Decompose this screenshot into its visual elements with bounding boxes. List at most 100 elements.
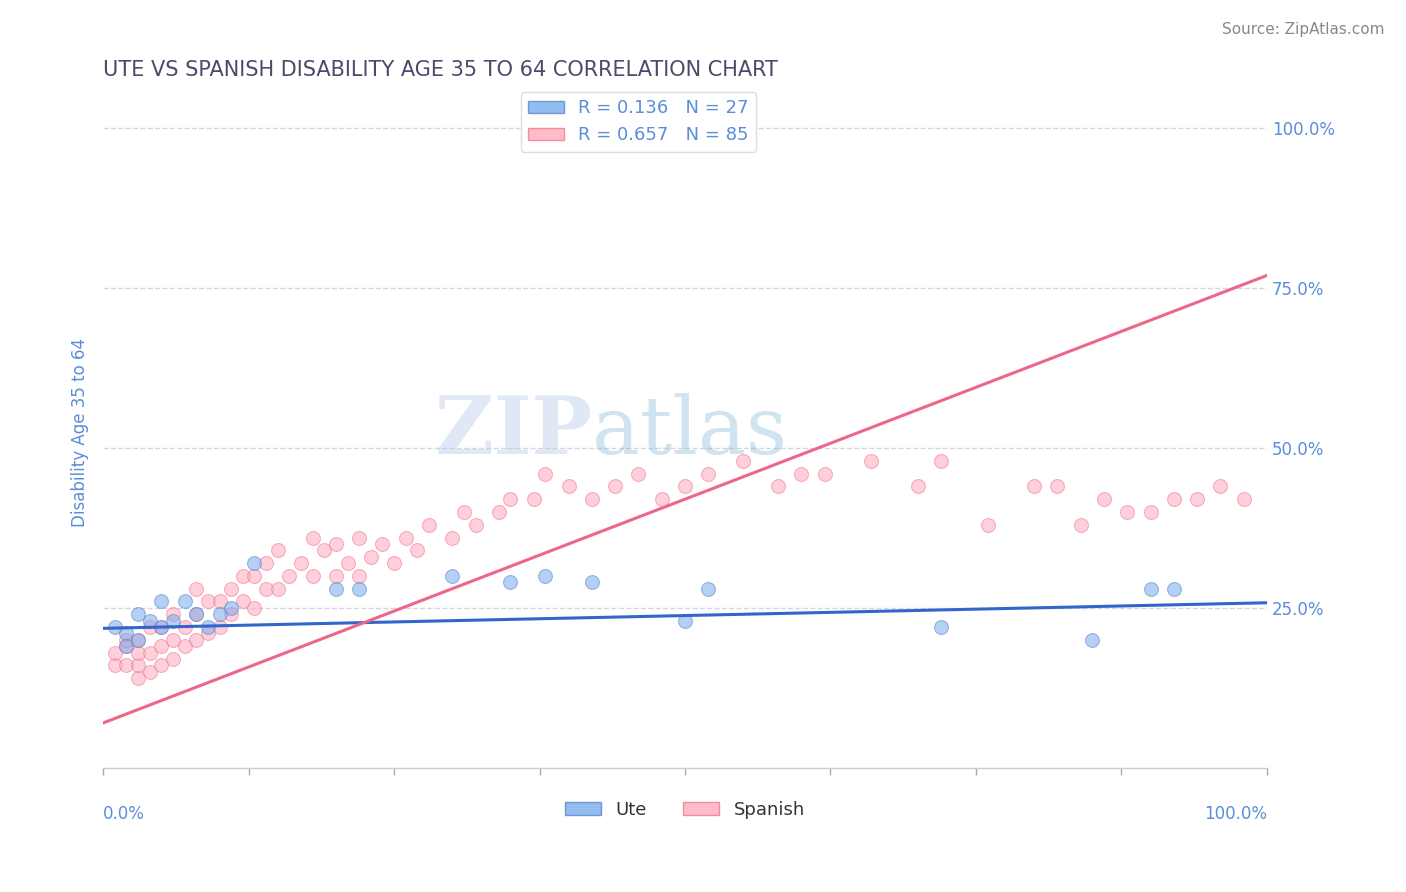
- Point: [232, 594, 254, 608]
- Text: ZIP: ZIP: [434, 393, 592, 471]
- Point: [219, 607, 242, 622]
- Point: [395, 531, 418, 545]
- Point: [488, 505, 510, 519]
- Point: [150, 620, 173, 634]
- Point: [208, 607, 231, 622]
- Point: [127, 632, 149, 647]
- Point: [733, 454, 755, 468]
- Point: [418, 517, 440, 532]
- Point: [290, 556, 312, 570]
- Point: [138, 620, 160, 634]
- Point: [371, 537, 394, 551]
- Point: [254, 556, 277, 570]
- Point: [1233, 492, 1256, 507]
- Point: [627, 467, 650, 481]
- Point: [127, 607, 149, 622]
- Point: [104, 646, 127, 660]
- Point: [534, 467, 557, 481]
- Point: [907, 479, 929, 493]
- Point: [929, 620, 952, 634]
- Point: [138, 665, 160, 679]
- Point: [197, 620, 219, 634]
- Point: [697, 467, 720, 481]
- Point: [766, 479, 789, 493]
- Point: [186, 607, 208, 622]
- Point: [929, 454, 952, 468]
- Point: [301, 531, 323, 545]
- Point: [464, 517, 486, 532]
- Point: [186, 632, 208, 647]
- Point: [115, 658, 138, 673]
- Point: [1163, 492, 1185, 507]
- Point: [173, 594, 195, 608]
- Text: 100.0%: 100.0%: [1204, 805, 1267, 822]
- Point: [173, 620, 195, 634]
- Point: [162, 607, 184, 622]
- Point: [1081, 632, 1104, 647]
- Point: [406, 543, 429, 558]
- Point: [1185, 492, 1208, 507]
- Point: [127, 658, 149, 673]
- Point: [1163, 582, 1185, 596]
- Point: [197, 626, 219, 640]
- Point: [243, 600, 266, 615]
- Point: [347, 582, 370, 596]
- Point: [104, 658, 127, 673]
- Point: [150, 620, 173, 634]
- Point: [150, 639, 173, 653]
- Point: [127, 632, 149, 647]
- Text: atlas: atlas: [592, 393, 787, 471]
- Point: [115, 639, 138, 653]
- Point: [127, 646, 149, 660]
- Point: [115, 639, 138, 653]
- Text: 0.0%: 0.0%: [103, 805, 145, 822]
- Point: [581, 575, 603, 590]
- Point: [1024, 479, 1046, 493]
- Point: [127, 671, 149, 685]
- Point: [1209, 479, 1232, 493]
- Point: [523, 492, 546, 507]
- Point: [243, 556, 266, 570]
- Point: [138, 614, 160, 628]
- Point: [219, 600, 242, 615]
- Point: [697, 582, 720, 596]
- Point: [651, 492, 673, 507]
- Point: [173, 639, 195, 653]
- Point: [254, 582, 277, 596]
- Point: [1070, 517, 1092, 532]
- Point: [673, 614, 696, 628]
- Point: [336, 556, 359, 570]
- Point: [314, 543, 336, 558]
- Point: [441, 569, 464, 583]
- Point: [976, 517, 998, 532]
- Point: [243, 569, 266, 583]
- Point: [1116, 505, 1139, 519]
- Point: [790, 467, 813, 481]
- Point: [150, 594, 173, 608]
- Point: [1092, 492, 1115, 507]
- Point: [581, 492, 603, 507]
- Legend: R = 0.136   N = 27, R = 0.657   N = 85: R = 0.136 N = 27, R = 0.657 N = 85: [520, 92, 756, 152]
- Point: [360, 549, 382, 564]
- Point: [208, 594, 231, 608]
- Point: [453, 505, 475, 519]
- Point: [162, 632, 184, 647]
- Point: [347, 531, 370, 545]
- Point: [673, 479, 696, 493]
- Point: [219, 582, 242, 596]
- Point: [325, 569, 347, 583]
- Point: [267, 582, 290, 596]
- Point: [104, 620, 127, 634]
- Point: [186, 582, 208, 596]
- Point: [162, 652, 184, 666]
- Point: [605, 479, 627, 493]
- Point: [382, 556, 405, 570]
- Point: [208, 620, 231, 634]
- Point: [278, 569, 301, 583]
- Point: [115, 632, 138, 647]
- Point: [301, 569, 323, 583]
- Y-axis label: Disability Age 35 to 64: Disability Age 35 to 64: [72, 337, 89, 526]
- Point: [347, 569, 370, 583]
- Point: [186, 607, 208, 622]
- Point: [325, 582, 347, 596]
